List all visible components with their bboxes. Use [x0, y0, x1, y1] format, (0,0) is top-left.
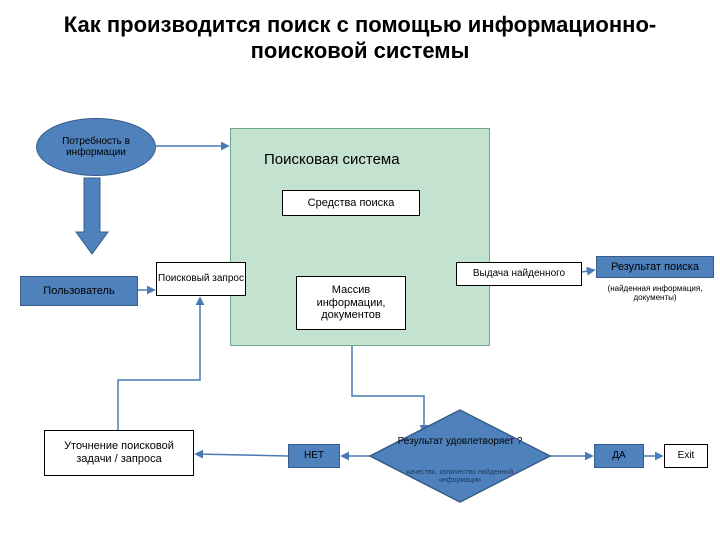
diamond-sublabel: качество, количество найденной информаци… — [402, 460, 518, 494]
refine-node: Уточнение поисковой задачи / запроса — [44, 430, 194, 476]
diagram-title: Как производится поиск с помощью информа… — [0, 0, 720, 65]
user-node: Пользователь — [20, 276, 138, 306]
exit-node: Exit — [664, 444, 708, 468]
output-node: Выдача найденного — [456, 262, 582, 286]
yes-node: ДА — [594, 444, 644, 468]
system-title: Поисковая система — [264, 150, 464, 170]
diamond-label: Результат удовлетворяет ? — [392, 425, 528, 459]
need-node: Потребность в информации — [36, 118, 156, 176]
result-subtitle: (найденная информация, документы) — [596, 280, 714, 306]
array-node: Массив информации, документов — [296, 276, 406, 330]
tools-node: Средства поиска — [282, 190, 420, 216]
result-node: Результат поиска — [596, 256, 714, 278]
query-node: Поисковый запрос — [156, 262, 246, 296]
no-node: НЕТ — [288, 444, 340, 468]
